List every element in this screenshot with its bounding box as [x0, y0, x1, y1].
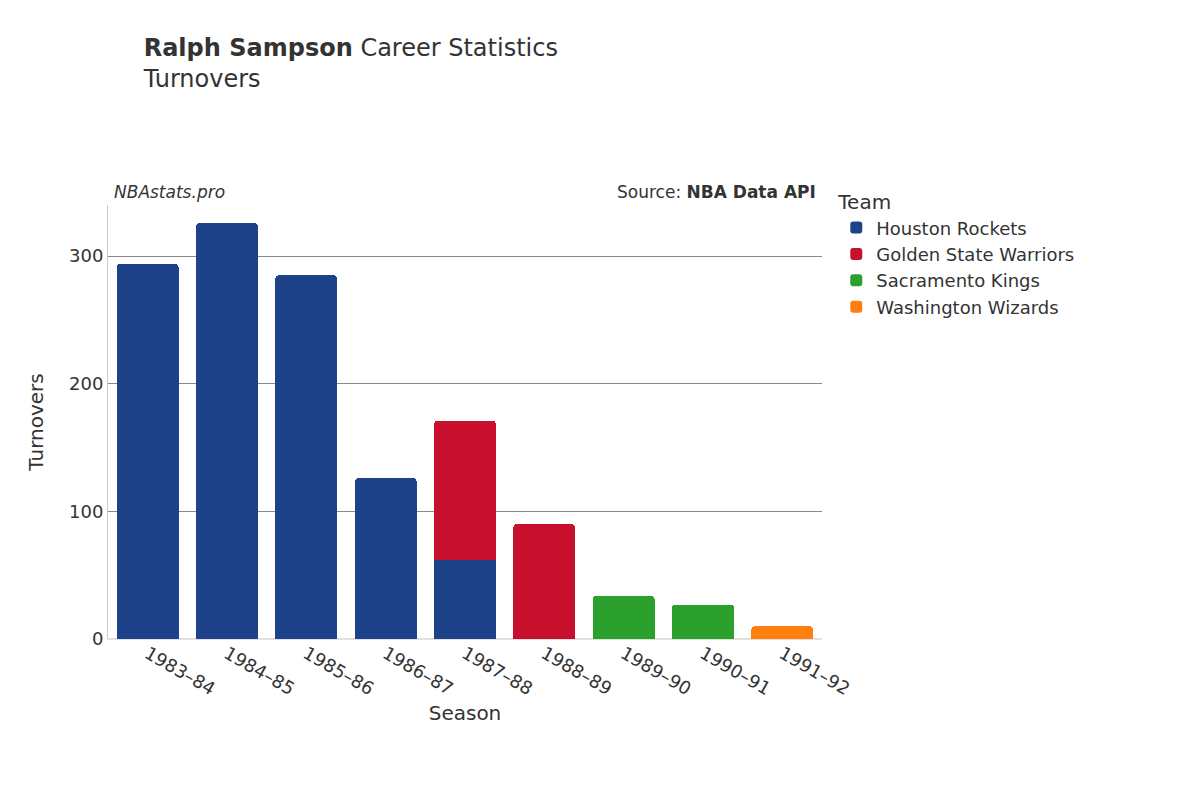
svg-text:0: 0	[92, 628, 103, 649]
svg-text:1991–92: 1991–92	[776, 642, 854, 699]
svg-text:Turnovers: Turnovers	[24, 373, 48, 471]
svg-text:Washington Wizards: Washington Wizards	[876, 297, 1058, 318]
svg-text:1986–87: 1986–87	[379, 642, 457, 699]
svg-text:Sacramento Kings: Sacramento Kings	[876, 270, 1040, 291]
svg-text:Ralph Sampson Career Statistic: Ralph Sampson Career StatisticsTurnovers	[143, 34, 558, 93]
svg-text:300: 300	[69, 245, 103, 266]
svg-text:1990–91: 1990–91	[697, 642, 775, 699]
svg-text:Houston Rockets: Houston Rockets	[876, 218, 1026, 239]
svg-text:100: 100	[69, 501, 103, 522]
svg-text:1988–89: 1988–89	[538, 642, 616, 699]
svg-text:Season: Season	[429, 701, 502, 725]
svg-text:1989–90: 1989–90	[617, 642, 695, 699]
svg-text:200: 200	[69, 373, 103, 394]
svg-text:NBAstats.pro: NBAstats.pro	[114, 182, 225, 202]
svg-text:1987–88: 1987–88	[459, 642, 537, 699]
svg-text:Team: Team	[837, 190, 891, 214]
svg-text:1983–84: 1983–84	[141, 642, 219, 699]
svg-text:Golden State Warriors: Golden State Warriors	[876, 244, 1074, 265]
svg-text:1985–86: 1985–86	[300, 642, 378, 699]
svg-text:Source: NBA Data API: Source: NBA Data API	[617, 182, 816, 202]
svg-text:1984–85: 1984–85	[221, 642, 299, 699]
